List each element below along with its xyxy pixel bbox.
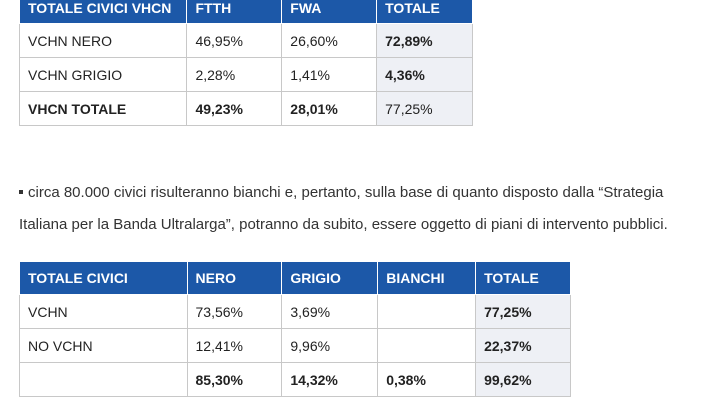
table-cell: 46,95% [186,23,283,58]
table-cell: 49,23% [186,91,283,126]
table-total-cell: 77,25% [475,294,571,329]
table-cell: 14,32% [281,362,379,397]
table-header-row: TOTALE CIVICI NERO GRIGIO BIANCHI TOTALE [19,261,571,295]
table-cell: 73,56% [186,294,283,329]
table-total-cell: 72,89% [376,23,473,58]
paragraph-line: circa 80.000 civici risulteranno bianchi… [19,177,699,209]
column-header: FTTH [186,0,283,24]
vhcn-totals-table: TOTALE CIVICI VHCN FTTH FWA TOTALE VCHN … [18,0,473,126]
paragraph-text: circa 80.000 civici risulteranno bianchi… [28,184,664,201]
table-row: NO VCHN 12,41% 9,96% 22,37% [19,328,571,363]
table-cell [377,328,477,363]
table-total-cell: 4,36% [376,57,473,92]
table-cell: 2,28% [186,57,283,92]
table-row: VCHN 73,56% 3,69% 77,25% [19,294,571,329]
table-total-row: 85,30% 14,32% 0,38% 99,62% [19,362,571,397]
bullet-icon [19,190,23,195]
table-row: VCHN NERO 46,95% 26,60% 72,89% [18,23,473,58]
column-header: TOTALE CIVICI VHCN [18,0,188,24]
table-cell: VCHN NERO [18,23,188,58]
bullet-paragraph: circa 80.000 civici risulteranno bianchi… [19,177,699,241]
paragraph-line: Italiana per la Banda Ultralarga”, potra… [19,209,699,241]
column-header: GRIGIO [281,261,379,295]
table-cell: 3,69% [281,294,379,329]
column-header: BIANCHI [377,261,477,295]
column-header: TOTALE CIVICI [19,261,188,295]
table-cell [377,294,477,329]
table-cell: 85,30% [186,362,283,397]
column-header: TOTALE [475,261,571,295]
table-cell [19,362,188,397]
paragraph-text: Italiana per la Banda Ultralarga”, potra… [19,216,668,233]
table-cell: NO VCHN [19,328,188,363]
table-row: VCHN GRIGIO 2,28% 1,41% 4,36% [18,57,473,92]
table-cell: VCHN GRIGIO [18,57,188,92]
table-total-cell: 77,25% [376,91,473,126]
table-total-cell: 99,62% [475,362,571,397]
civici-totals-table: TOTALE CIVICI NERO GRIGIO BIANCHI TOTALE… [19,261,571,397]
column-header: FWA [281,0,378,24]
table-cell: VHCN TOTALE [18,91,188,126]
table-cell: 1,41% [281,57,378,92]
column-header: NERO [186,261,283,295]
table-cell: 12,41% [186,328,283,363]
table-cell: 28,01% [281,91,378,126]
table-cell: 26,60% [281,23,378,58]
table-header-row: TOTALE CIVICI VHCN FTTH FWA TOTALE [18,0,473,24]
table-total-row: VHCN TOTALE 49,23% 28,01% 77,25% [18,91,473,126]
table-cell: 9,96% [281,328,379,363]
column-header: TOTALE [376,0,473,24]
table-cell: VCHN [19,294,188,329]
table-total-cell: 22,37% [475,328,571,363]
table-cell: 0,38% [377,362,477,397]
